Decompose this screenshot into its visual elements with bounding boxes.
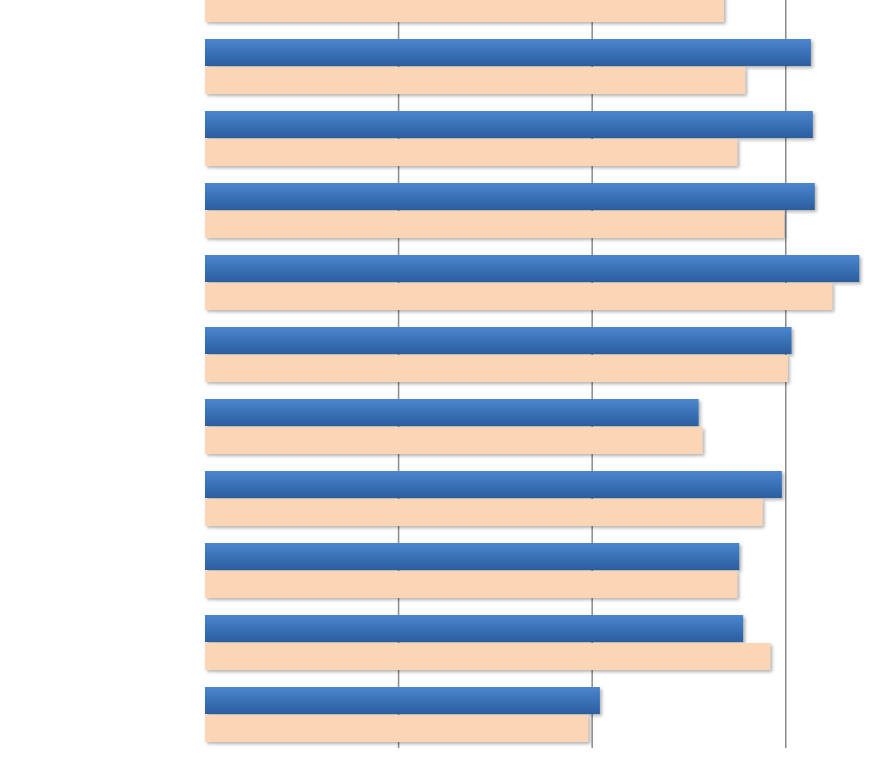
- bar-orange: [205, 67, 746, 94]
- bar-blue: [205, 687, 600, 714]
- bar-orange: [205, 211, 784, 238]
- bar-blue: [205, 399, 699, 426]
- bar-orange: [205, 643, 771, 670]
- bar-blue: [205, 543, 740, 570]
- bar-orange: [205, 283, 833, 310]
- bar-orange: [205, 139, 738, 166]
- bar-blue: [205, 615, 744, 642]
- bar-blue: [205, 471, 782, 498]
- bar-blue: [205, 111, 813, 138]
- bar-orange: [205, 427, 703, 454]
- bar-orange: [205, 0, 724, 22]
- bar-blue: [205, 183, 815, 210]
- bar-orange: [205, 571, 738, 598]
- bar-orange: [205, 499, 763, 526]
- bar-orange: [205, 355, 788, 382]
- bar-blue: [205, 327, 792, 354]
- bar-orange: [205, 715, 589, 742]
- bar-blue: [205, 39, 811, 66]
- bar-blue: [205, 255, 860, 282]
